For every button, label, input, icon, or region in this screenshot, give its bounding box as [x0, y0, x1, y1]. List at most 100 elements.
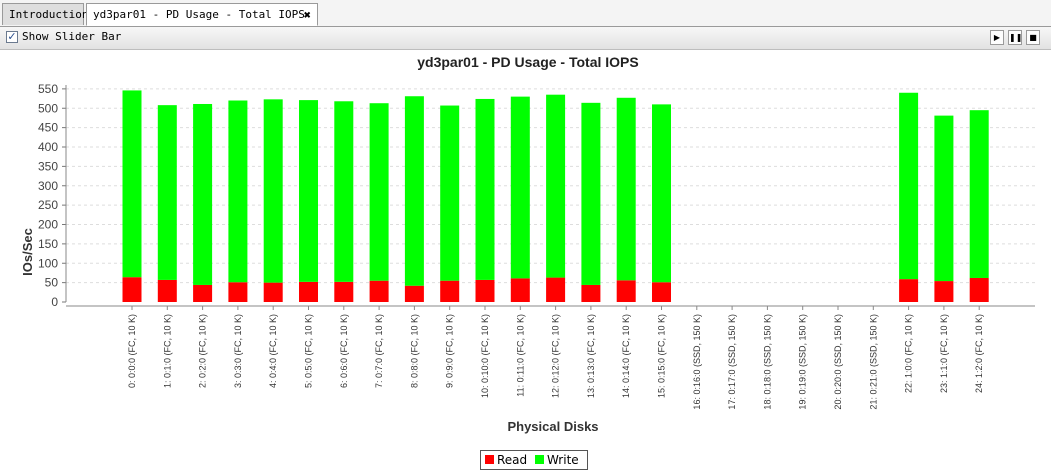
bar-write: [404, 96, 424, 286]
bar-write: [440, 105, 460, 281]
bar-read: [899, 279, 919, 302]
pause-icon[interactable]: ❚❚: [1008, 30, 1022, 45]
legend: Read Write: [480, 450, 588, 470]
y-axis: 0 50 100 150 200 250 300 350 400 450 500 550: [38, 82, 67, 309]
y-axis-label: IOs/Sec: [20, 228, 35, 276]
x-tick-label: 19: 0:19:0 (SSD, 150 K): [798, 314, 808, 410]
x-tick-label: 16: 0:16:0 (SSD, 150 K): [692, 314, 702, 410]
bar-read: [369, 280, 389, 302]
x-tick-label: 0: 0:0:0 (FC, 10 K): [127, 314, 137, 388]
chart-title: yd3par01 - PD Usage - Total IOPS: [417, 54, 638, 70]
bar-read: [475, 279, 495, 302]
x-tick-label: 23: 1:1:0 (FC, 10 K): [939, 314, 949, 393]
y-tick-label: 200: [38, 218, 58, 232]
x-tick-label: 22: 1:0:0 (FC, 10 K): [904, 314, 914, 393]
bar-write: [263, 99, 283, 283]
x-tick-label: 4: 0:4:0 (FC, 10 K): [268, 314, 278, 388]
x-tick-label: 9: 0:9:0 (FC, 10 K): [445, 314, 455, 388]
y-tick-label: 250: [38, 198, 58, 212]
x-tick-label: 3: 0:3:0 (FC, 10 K): [233, 314, 243, 388]
bars: [122, 90, 989, 302]
x-axis-label: Physical Disks: [507, 419, 598, 434]
bar-write: [616, 97, 636, 281]
bar-read: [404, 285, 424, 302]
x-tick-label: 24: 1:2:0 (FC, 10 K): [974, 314, 984, 393]
y-tick-label: 350: [38, 159, 58, 173]
bar-write: [969, 110, 989, 278]
bar-read: [440, 280, 460, 302]
stacked-bar-chart: yd3par01 - PD Usage - Total IOPS 0 50 100 1…: [20, 54, 1035, 434]
bar-write: [475, 98, 495, 280]
x-tick-label: 13: 0:13:0 (FC, 10 K): [586, 314, 596, 398]
bar-write: [193, 103, 213, 285]
tab-bar: Introduction yd3par01 - PD Usage - Total…: [0, 0, 1051, 27]
legend-item-read: Read: [485, 453, 531, 467]
bar-read: [616, 280, 636, 302]
bar-read: [510, 278, 530, 302]
x-tick-label: 20: 0:20:0 (SSD, 150 K): [833, 314, 843, 410]
bar-read: [263, 282, 283, 302]
x-tick-label: 5: 0:5:0 (FC, 10 K): [304, 314, 314, 388]
slider-bar-label: Show Slider Bar: [22, 30, 122, 43]
bar-write: [510, 96, 530, 279]
bar-write: [299, 100, 318, 282]
bar-write: [652, 104, 671, 283]
x-axis: 0: 0:0:0 (FC, 10 K) 1: 0:1:0 (FC, 10 K) 2:…: [66, 305, 1035, 410]
legend-item-write: Write: [534, 453, 579, 467]
stop-icon[interactable]: ■: [1026, 30, 1040, 45]
y-tick-label: 500: [38, 101, 58, 115]
bar-write: [157, 105, 177, 280]
y-tick-label: 150: [38, 237, 58, 251]
y-tick-label: 50: [45, 276, 59, 290]
y-tick-label: 550: [38, 82, 58, 96]
bar-read: [546, 277, 566, 302]
slider-bar-checkbox[interactable]: ✓: [6, 30, 18, 43]
y-tick-label: 400: [38, 140, 58, 154]
bar-write: [899, 92, 919, 280]
legend-label-write: Write: [546, 453, 579, 467]
play-icon[interactable]: ▶: [990, 30, 1004, 45]
bar-write: [369, 103, 389, 281]
bar-read: [157, 279, 177, 302]
x-tick-label: 17: 0:17:0 (SSD, 150 K): [727, 314, 737, 410]
x-tick-label: 11: 0:11:0 (FC, 10 K): [515, 314, 525, 397]
bar-read: [122, 277, 142, 302]
y-tick-label: 100: [38, 256, 58, 270]
tab-label: yd3par01 - PD Usage - Total IOPS: [93, 8, 305, 21]
x-tick-label: 10: 0:10:0 (FC, 10 K): [480, 314, 490, 398]
legend-swatch-write: [534, 455, 544, 464]
x-tick-label: 14: 0:14:0 (FC, 10 K): [621, 314, 631, 398]
close-icon[interactable]: ✖: [303, 8, 311, 22]
toolbar: ✓ Show Slider Bar ▶ ❚❚ ■: [0, 27, 1051, 50]
bar-read: [299, 281, 318, 302]
legend-swatch-read: [485, 455, 494, 464]
bar-read: [969, 277, 989, 302]
bar-write: [122, 90, 142, 278]
tab-introduction[interactable]: Introduction: [2, 3, 88, 25]
bar-write: [228, 100, 248, 283]
x-tick-label: 1: 0:1:0 (FC, 10 K): [162, 314, 172, 388]
x-tick-label: 2: 0:2:0 (FC, 10 K): [198, 314, 208, 388]
bar-read: [334, 281, 354, 302]
x-tick-label: 18: 0:18:0 (SSD, 150 K): [762, 314, 772, 410]
legend-label-read: Read: [497, 453, 528, 467]
y-tick-label: 0: [51, 295, 58, 309]
y-tick-label: 450: [38, 121, 58, 135]
bar-read: [228, 282, 248, 302]
tab-pd-usage-total-iops[interactable]: yd3par01 - PD Usage - Total IOPS ✖: [86, 3, 318, 26]
x-tick-label: 6: 0:6:0 (FC, 10 K): [339, 314, 349, 388]
bar-read: [934, 281, 954, 302]
x-tick-label: 12: 0:12:0 (FC, 10 K): [551, 314, 561, 398]
bar-read: [652, 282, 671, 302]
x-tick-label: 7: 0:7:0 (FC, 10 K): [374, 314, 384, 388]
bar-read: [581, 284, 601, 302]
bar-read: [193, 284, 213, 302]
bar-write: [934, 115, 954, 282]
x-tick-label: 21: 0:21:0 (SSD, 150 K): [868, 314, 878, 410]
y-tick-label: 300: [38, 179, 58, 193]
bar-write: [581, 102, 601, 285]
x-tick-label: 8: 0:8:0 (FC, 10 K): [409, 314, 419, 388]
x-tick-label: 15: 0:15:0 (FC, 10 K): [657, 314, 667, 398]
bar-write: [334, 101, 354, 282]
bar-write: [546, 94, 566, 278]
